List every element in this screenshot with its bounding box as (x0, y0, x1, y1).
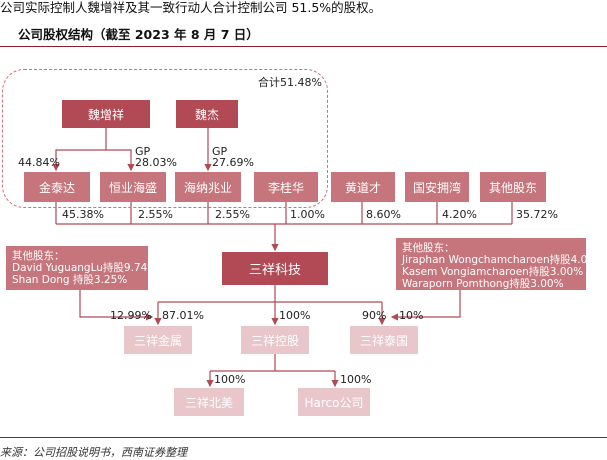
edge-label-harco: 100% (340, 373, 372, 386)
edge-label-jintaida: 45.38% (62, 208, 104, 221)
edge-label-wzx-jintaida: 44.84% (18, 156, 60, 169)
edge-label-wzx-gp: GP (135, 145, 151, 158)
node-wei-jie: 魏杰 (176, 100, 238, 128)
node-other-holders: 其他股东 (480, 172, 546, 202)
node-haina-zhaoye: 海纳兆业 (175, 172, 241, 202)
node-hengye-haisheng: 恒业海盛 (100, 172, 166, 202)
edge-label-hengye: 2.55% (138, 208, 173, 221)
edge-label-guoan: 4.20% (442, 208, 477, 221)
edge-label-holding: 100% (279, 309, 311, 322)
node-wei-zengxiang: 魏增祥 (62, 100, 150, 128)
note-left-line1: David YuguangLu持股9.74% (12, 262, 158, 274)
note-left-title: 其他股东： (12, 250, 65, 262)
edge-label-wzx-hengye: 28.03% (135, 156, 177, 169)
edge-label-thailand-left: 90% (362, 309, 387, 322)
edge-label-na: 100% (214, 373, 246, 386)
node-harco: Harco公司 (298, 388, 370, 416)
note-other-holders-right: 其他股东： Jiraphan Wongchamcharoen持股4.00% Ka… (396, 238, 604, 290)
note-right-line2: Kasem Vongiamcharoen持股3.00% (402, 266, 584, 278)
node-sanxiang-holding: 三祥控股 (241, 326, 309, 354)
node-li-guihua: 李桂华 (254, 172, 318, 202)
edge-label-wj-gp: GP (212, 145, 228, 158)
source-note: 来源：公司招股说明书，西南证券整理 (0, 446, 187, 459)
node-huang-daocai: 黄道才 (331, 172, 395, 202)
node-sanxiang-thailand: 三祥泰国 (350, 326, 418, 354)
edge-label-metal-left: 12.99% (110, 309, 152, 322)
note-other-holders-left: 其他股东： David YuguangLu持股9.74% Shan Dong 持… (6, 246, 158, 290)
intro-text: 公司实际控制人魏增祥及其一致行动人合计控制公司 51.5%的股权。 (0, 0, 382, 15)
note-left-line2: Shan Dong 持股3.25% (12, 274, 128, 286)
node-sanxiang-tech: 三祥科技 (222, 252, 328, 285)
source-divider (0, 437, 607, 438)
edge-label-metal-right: 87.01% (162, 309, 204, 322)
edge-label-haina: 2.55% (215, 208, 250, 221)
note-right-title: 其他股东： (402, 242, 455, 254)
note-right-line1: Jiraphan Wongchamcharoen持股4.00% (402, 254, 604, 266)
chart-title: 公司股权结构（截至 2023 年 8 月 7 日） (18, 27, 259, 42)
edge-label-wj-haina: 27.69% (212, 156, 254, 169)
node-guoan-hongwan: 国安拥湾 (405, 172, 469, 202)
controller-group-label: 合计51.48% (258, 76, 322, 89)
edge-label-li: 1.00% (290, 208, 325, 221)
edge-label-huang: 8.60% (366, 208, 401, 221)
controller-group-box (2, 69, 328, 208)
edge-label-other: 35.72% (516, 208, 558, 221)
node-sanxiang-metal: 三祥金属 (124, 326, 192, 354)
node-sanxiang-na: 三祥北美 (174, 388, 244, 416)
node-jintaida: 金泰达 (24, 172, 90, 202)
title-divider (0, 46, 607, 47)
note-right-line3: Waraporn Pomthong持股3.00% (402, 278, 564, 290)
edge-label-thailand-right: 10% (399, 309, 424, 322)
